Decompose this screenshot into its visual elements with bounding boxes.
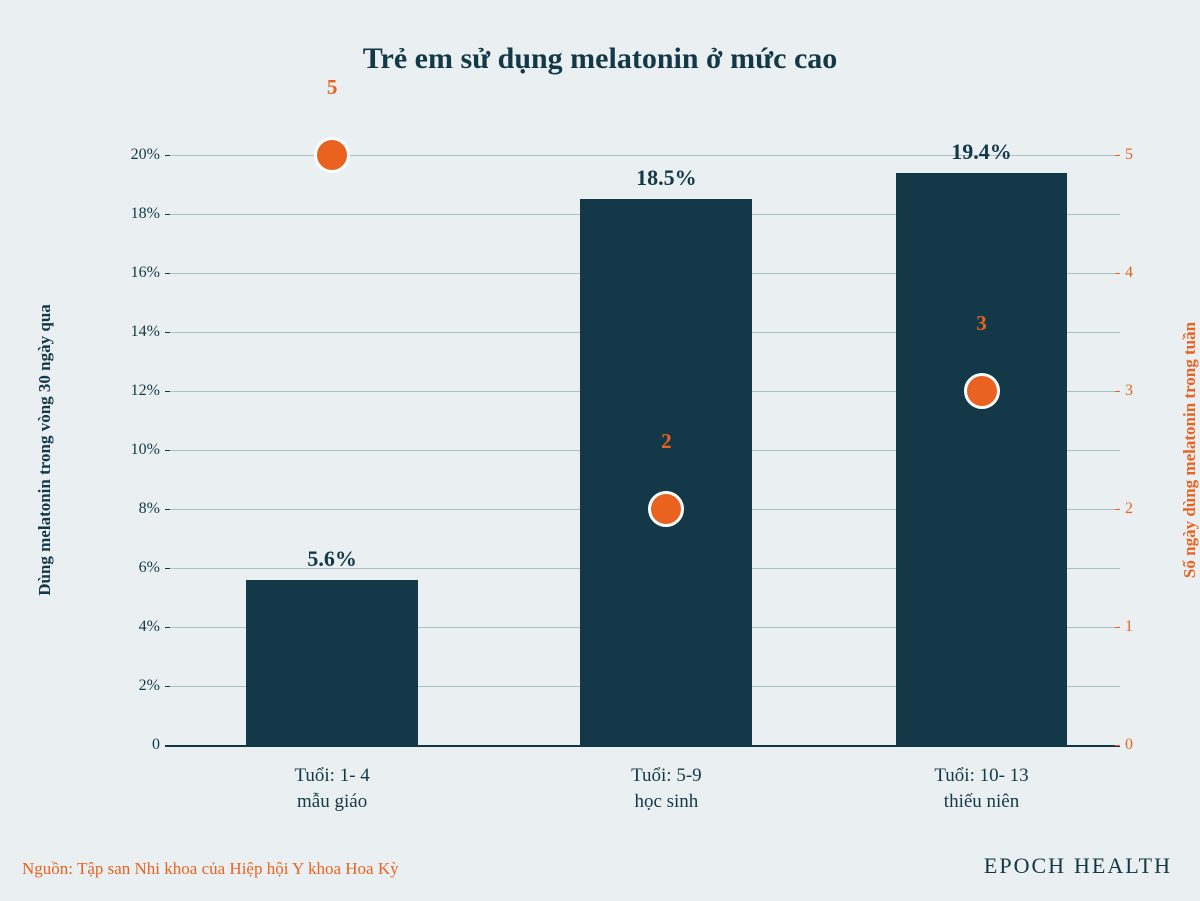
y-right-tick: 4 [1125,264,1133,282]
y-left-tick: 10% [131,441,160,459]
dot-value-label: 3 [976,311,987,336]
y-left-tick: 16% [131,264,160,282]
brand-word-1: EPOCH [984,853,1066,879]
brand-logo: EPOCH HEALTH [984,853,1172,879]
chart-title: Trẻ em sử dụng melatonin ở mức cao [0,42,1200,76]
chart-container: Trẻ em sử dụng melatonin ở mức cao Dùng … [0,0,1200,901]
dot-value-label: 2 [661,429,672,454]
y-left-tick: 2% [139,677,160,695]
source-text: Nguồn: Tập san Nhi khoa của Hiệp hội Y k… [22,859,399,879]
bar: 19.4% [896,173,1068,745]
x-category-label: Tuổi: 1- 4mẫu giáo [294,763,369,814]
y-right-tick: 5 [1125,146,1133,164]
y-left-tick: 0 [152,736,160,754]
y-left-tick: 6% [139,559,160,577]
y-axis-left-label: Dùng melatonin trong vòng 30 ngày qua [35,304,55,596]
bar-value-label: 5.6% [246,546,418,572]
x-category-label: Tuổi: 10- 13thiếu niên [934,763,1028,814]
y-left-tick: 20% [131,146,160,164]
bar: 5.6% [246,580,418,745]
x-category-label: Tuổi: 5-9học sinh [631,763,702,814]
dot-value-label: 5 [327,75,338,100]
y-left-tick: 4% [139,618,160,636]
y-right-tick: 2 [1125,500,1133,518]
data-dot [314,137,350,173]
x-baseline [165,745,1120,747]
y-axis-right-label: Số ngày dùng melatonin trong tuần [1180,322,1200,578]
y-right-tick: 0 [1125,736,1133,754]
y-left-tick: 18% [131,205,160,223]
y-left-tick: 12% [131,382,160,400]
data-dot [964,373,1000,409]
y-right-tick: 3 [1125,382,1133,400]
bar-value-label: 19.4% [896,139,1068,165]
y-right-tick: 1 [1125,618,1133,636]
bar: 18.5% [580,199,752,745]
brand-word-2: HEALTH [1074,853,1172,879]
plot-area: 5.6%518.5%219.4%3 [165,155,1120,745]
y-left-tick: 8% [139,500,160,518]
y-left-tick: 14% [131,323,160,341]
data-dot [648,491,684,527]
bar-value-label: 18.5% [580,165,752,191]
